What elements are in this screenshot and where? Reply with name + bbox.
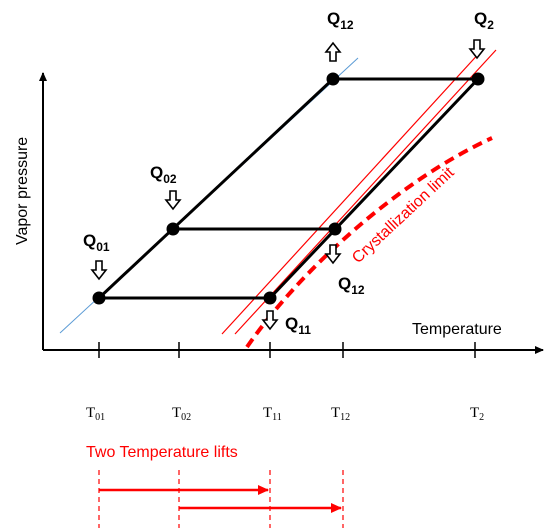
down-arrow-icon [469, 39, 485, 59]
heat-label-q11: Q11 [285, 314, 311, 337]
x-axis-label: Temperature [412, 321, 502, 338]
heat-label-q02: Q02 [150, 163, 177, 186]
tick-label-t11: T11 [263, 405, 282, 423]
crystallization-limit-label: Crystallization limit [349, 164, 458, 267]
down-arrow-icon [165, 190, 181, 210]
state-point-5 [328, 222, 342, 236]
heat-label-q01: Q01 [83, 231, 110, 254]
state-point-2 [166, 222, 180, 236]
down-arrow-icon [91, 260, 107, 280]
tick-label-t2: T2 [470, 405, 484, 423]
down-arrow-icon [262, 310, 278, 330]
heat-label-q12-mid: Q12 [338, 274, 365, 297]
lift-guides [98, 470, 344, 528]
state-point-3 [326, 72, 340, 86]
down-arrow-icon [325, 244, 341, 264]
x-axis-ticks [98, 342, 476, 358]
tick-label-t01: T01 [86, 405, 105, 423]
tick-label-t12: T12 [331, 405, 350, 423]
equilibrium-line-high-2 [234, 49, 497, 335]
equilibrium-line-high-1 [221, 49, 483, 335]
tick-label-t02: T02 [172, 405, 191, 423]
state-point-4 [471, 72, 485, 86]
state-point-6 [263, 291, 277, 305]
y-axis-label: Vapor pressure [14, 137, 31, 245]
state-point-1 [92, 291, 106, 305]
temperature-lifts-label: Two Temperature lifts [86, 444, 238, 461]
heat-label-q12-top: Q12 [327, 9, 354, 32]
up-arrow-icon [325, 42, 341, 62]
sorption-cycle [97, 77, 480, 300]
heat-label-q2: Q2 [474, 9, 494, 32]
